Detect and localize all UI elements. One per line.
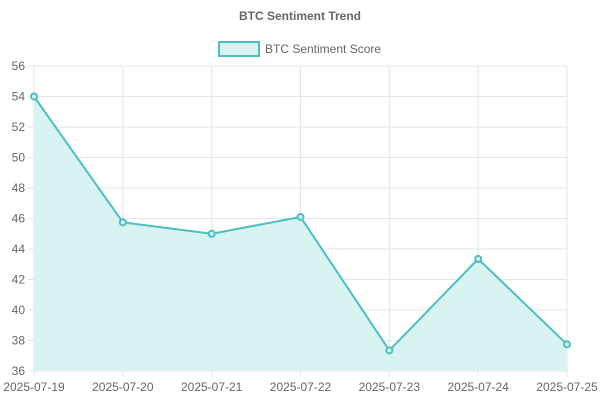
y-tick-label: 44 xyxy=(12,242,26,256)
y-tick-label: 52 xyxy=(12,120,26,134)
data-point[interactable] xyxy=(296,212,305,221)
y-axis: 36 38 40 42 44 46 48 50 52 54 56 xyxy=(12,59,26,378)
y-tick-label: 54 xyxy=(12,90,26,104)
legend-swatch xyxy=(218,41,260,57)
y-tick-label: 46 xyxy=(12,212,26,226)
x-tick-label: 2025-07-21 xyxy=(181,380,243,394)
data-point[interactable] xyxy=(474,254,483,263)
x-tick-label: 2025-07-22 xyxy=(270,380,332,394)
y-tick-label: 56 xyxy=(12,59,26,73)
x-tick-label: 2025-07-19 xyxy=(3,380,65,394)
data-point[interactable] xyxy=(207,229,216,238)
y-tick-label: 48 xyxy=(12,181,26,195)
data-point[interactable] xyxy=(563,340,571,349)
y-tick-label: 36 xyxy=(12,364,26,378)
x-tick-label: 2025-07-20 xyxy=(92,380,154,394)
y-tick-label: 42 xyxy=(12,273,26,287)
data-point[interactable] xyxy=(118,218,127,227)
y-tick-label: 50 xyxy=(12,151,26,165)
legend[interactable]: BTC Sentiment Score xyxy=(218,41,381,57)
y-tick-label: 40 xyxy=(12,303,26,317)
chart-title: BTC Sentiment Trend xyxy=(239,9,361,23)
data-point[interactable] xyxy=(385,346,394,355)
y-tick-label: 38 xyxy=(12,334,26,348)
data-point[interactable] xyxy=(30,92,38,101)
legend-label: BTC Sentiment Score xyxy=(265,42,381,56)
x-tick-label: 2025-07-23 xyxy=(359,380,421,394)
x-axis: 2025-07-19 2025-07-20 2025-07-21 2025-07-22… xyxy=(3,380,598,394)
series xyxy=(30,92,571,371)
x-tick-label: 2025-07-24 xyxy=(447,380,509,394)
x-tick-label: 2025-07-25 xyxy=(536,380,598,394)
series-area xyxy=(34,96,567,371)
